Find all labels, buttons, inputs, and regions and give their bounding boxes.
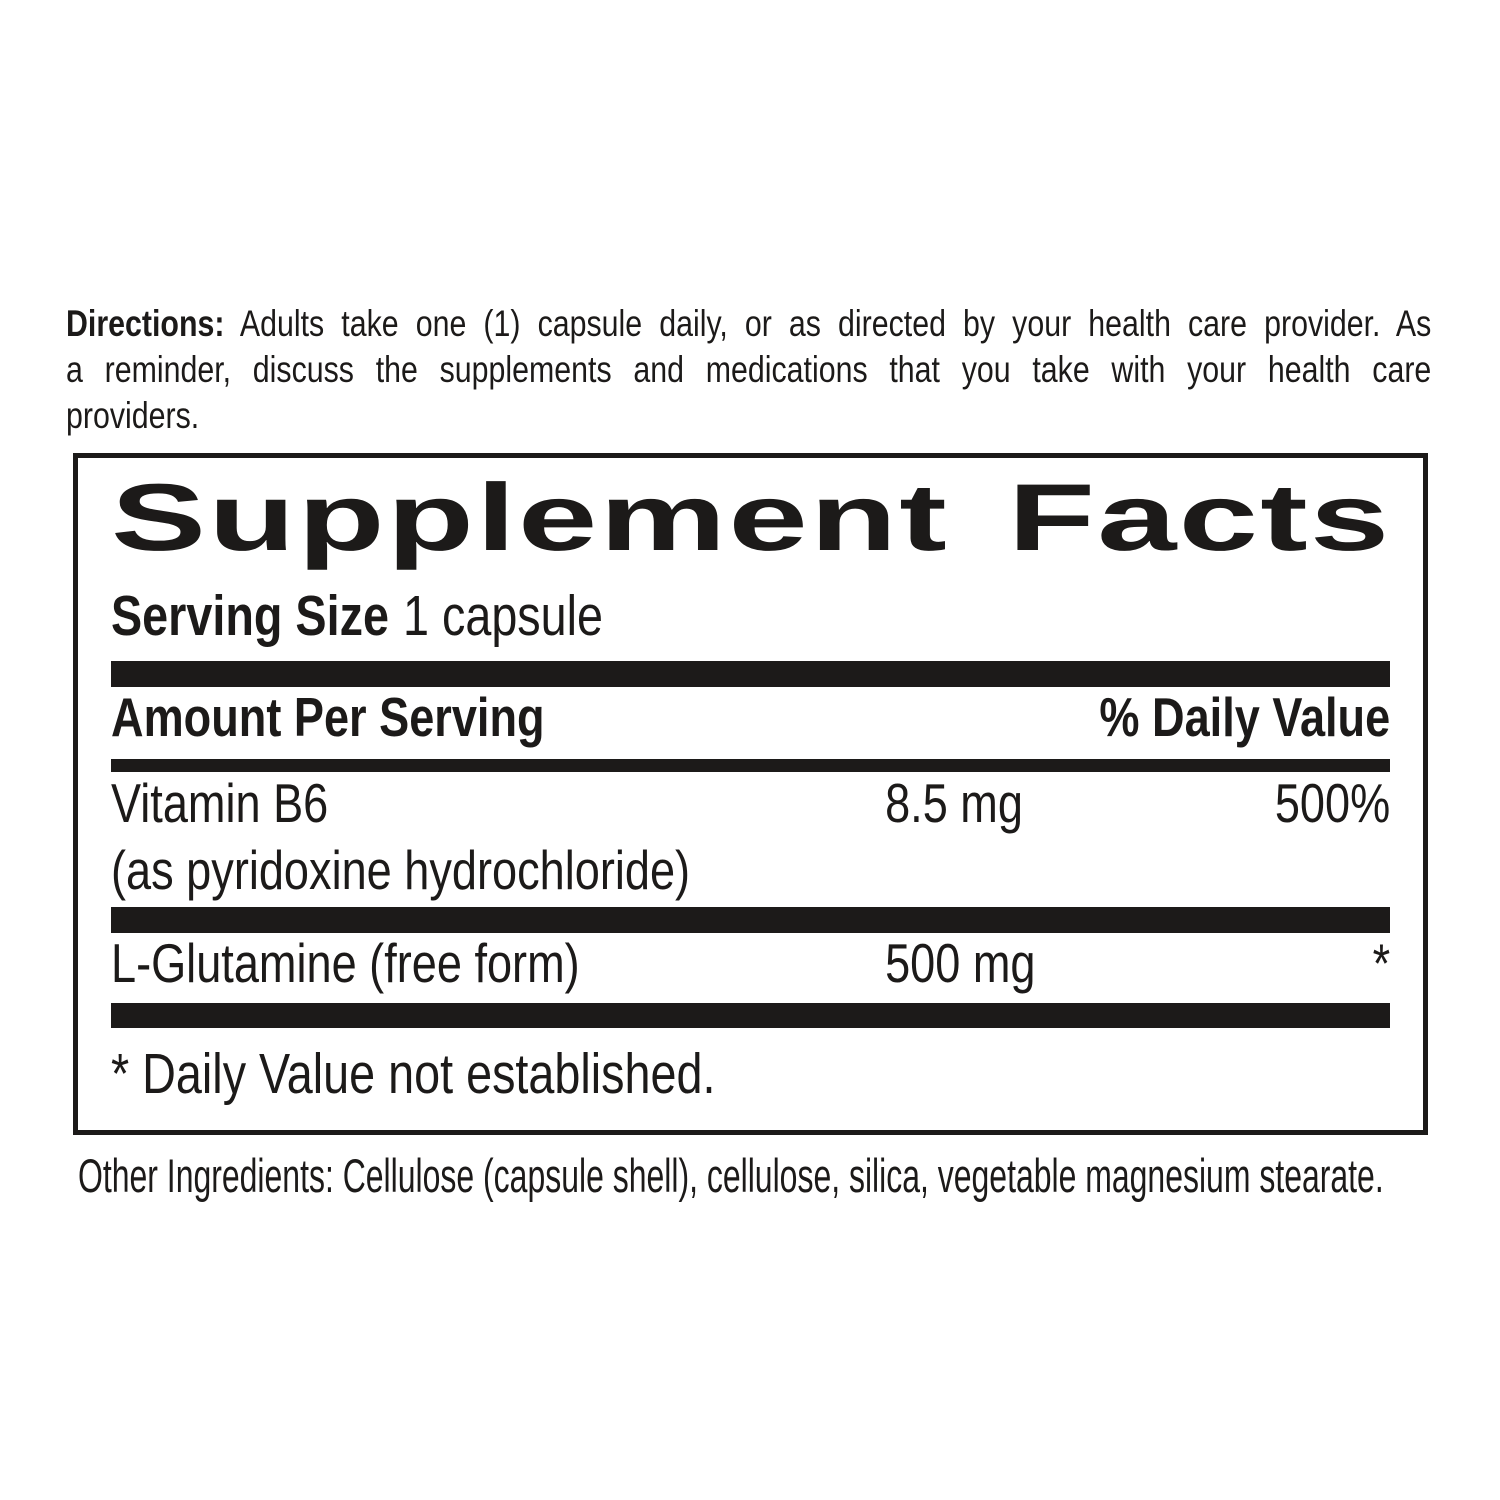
supplement-facts-panel: Supplement Facts Serving Size 1 capsule A… [73,453,1428,1135]
nutrient-daily-value: * [1372,932,1391,994]
daily-value-footnote: * Daily Value not established. [111,1042,716,1106]
divider-bar-thick-top [111,661,1390,687]
directions-line-1: Directions: Adults take one (1) capsule … [66,301,1431,347]
serving-size-line: Serving Size 1 capsule [111,588,1390,645]
nutrient-daily-value: 500% [1274,772,1391,834]
daily-value-header: % Daily Value [1099,686,1391,748]
directions-line-1-text: Adults take one (1) capsule daily, or as… [239,303,1432,344]
divider-bar-thick-bottom [111,1003,1390,1028]
other-ingredients: Other Ingredients: Cellulose (capsule sh… [78,1149,1384,1202]
directions-line-2: a reminder, discuss the supplements and … [66,349,1432,390]
nutrient-amount: 8.5 mg [885,772,1023,834]
nutrient-name: Vitamin B6 [111,772,329,834]
serving-size-value: 1 capsule [402,584,604,648]
directions-line-3: providers. [66,395,200,436]
table-row-vitamin-b6: Vitamin B6 8.5 mg 500% [111,776,1390,838]
directions-label: Directions: [66,303,225,344]
table-row-l-glutamine: L-Glutamine (free form) 500 mg * [111,936,1390,998]
divider-bar-thin [111,759,1390,772]
nutrient-amount: 500 mg [885,932,1036,994]
serving-size-label: Serving Size [111,584,389,648]
nutrient-name-detail: (as pyridoxine hydrochloride) [111,839,691,901]
nutrient-name: L-Glutamine (free form) [111,932,580,994]
table-header-row: Amount Per Serving % Daily Value [111,690,1390,752]
supplement-facts-title: Supplement Facts [111,465,1392,571]
directions-paragraph: Directions: Adults take one (1) capsule … [66,301,1431,439]
table-row-vitamin-b6-source: (as pyridoxine hydrochloride) [111,843,1390,905]
amount-per-serving-header: Amount Per Serving [111,686,545,748]
divider-bar-thick-middle [111,907,1390,933]
